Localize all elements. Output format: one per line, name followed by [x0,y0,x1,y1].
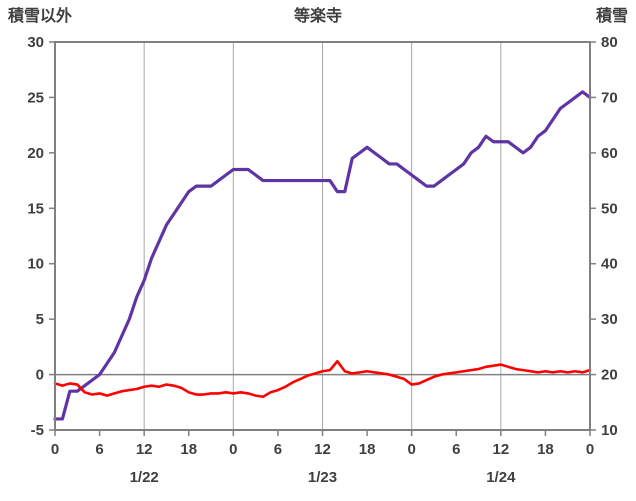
left-tick-label: 30 [27,34,44,51]
snow-depth-line [53,90,592,421]
right-tick-label: 70 [601,89,618,106]
hour-tick-label: 18 [537,441,554,458]
right-tick-label: 40 [601,256,618,273]
right-tick-label: 30 [601,311,618,328]
hour-tick-label: 0 [407,441,415,458]
right-axis-title: 積雪 [595,6,628,25]
right-tick-label: 20 [601,367,618,384]
left-tick-label: -5 [31,422,44,439]
chart-title: 等楽寺 [293,6,342,25]
hour-tick-label: 6 [274,441,282,458]
left-axis-title: 積雪以外 [7,6,72,25]
right-tick-label: 60 [601,145,618,162]
hour-tick-label: 18 [359,441,376,458]
hour-tick-label: 6 [452,441,460,458]
date-label: 1/23 [308,469,337,486]
hour-tick-label: 0 [586,441,594,458]
left-tick-label: 5 [36,311,44,328]
hour-tick-label: 12 [136,441,153,458]
hour-tick-label: 12 [314,441,331,458]
hour-tick-label: 12 [492,441,509,458]
left-tick-label: 15 [27,200,44,217]
left-tick-label: 0 [36,367,44,384]
left-tick-label: 25 [27,89,44,106]
date-label: 1/22 [130,469,159,486]
hour-tick-label: 18 [180,441,197,458]
right-tick-label: 50 [601,200,618,217]
right-tick-label: 10 [601,422,618,439]
hour-tick-label: 0 [51,441,59,458]
hour-tick-label: 6 [95,441,103,458]
hour-tick-label: 0 [229,441,237,458]
right-tick-label: 80 [601,34,618,51]
left-tick-label: 10 [27,256,44,273]
date-label: 1/24 [486,469,516,486]
other-than-snow-line [53,359,592,399]
left-tick-label: 20 [27,145,44,162]
